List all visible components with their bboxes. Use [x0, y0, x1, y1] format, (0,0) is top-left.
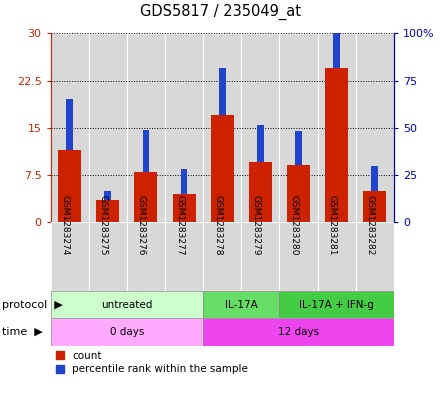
- Bar: [143, 130, 149, 172]
- Text: IL-17A + IFN-g: IL-17A + IFN-g: [299, 299, 374, 310]
- Text: GSM1283276: GSM1283276: [137, 195, 146, 256]
- Bar: [104, 191, 111, 200]
- FancyBboxPatch shape: [356, 222, 394, 291]
- Bar: [249, 162, 272, 222]
- Bar: [165, 33, 203, 222]
- Text: GSM1283279: GSM1283279: [251, 195, 260, 256]
- Bar: [127, 33, 165, 222]
- Bar: [333, 17, 340, 68]
- FancyBboxPatch shape: [279, 222, 318, 291]
- Text: GSM1283281: GSM1283281: [328, 195, 337, 256]
- FancyBboxPatch shape: [51, 222, 89, 291]
- Bar: [51, 318, 203, 346]
- Text: untreated: untreated: [101, 299, 153, 310]
- Bar: [371, 166, 378, 191]
- Bar: [172, 194, 195, 222]
- Text: GSM1283277: GSM1283277: [175, 195, 184, 256]
- Bar: [279, 291, 394, 318]
- Bar: [66, 99, 73, 150]
- Bar: [295, 132, 302, 165]
- Bar: [51, 33, 89, 222]
- Text: GSM1283275: GSM1283275: [99, 195, 108, 256]
- Text: 0 days: 0 days: [110, 327, 144, 337]
- Legend: count, percentile rank within the sample: count, percentile rank within the sample: [56, 351, 248, 374]
- FancyBboxPatch shape: [203, 222, 241, 291]
- Text: GDS5817 / 235049_at: GDS5817 / 235049_at: [139, 4, 301, 20]
- Bar: [356, 33, 394, 222]
- Bar: [51, 291, 203, 318]
- Bar: [325, 68, 348, 222]
- FancyBboxPatch shape: [89, 222, 127, 291]
- Text: IL-17A: IL-17A: [225, 299, 258, 310]
- Bar: [318, 33, 356, 222]
- Text: time  ▶: time ▶: [2, 327, 43, 337]
- Bar: [203, 33, 241, 222]
- Text: 12 days: 12 days: [278, 327, 319, 337]
- Text: protocol  ▶: protocol ▶: [2, 299, 63, 310]
- Bar: [287, 165, 310, 222]
- Bar: [89, 33, 127, 222]
- Text: GSM1283282: GSM1283282: [366, 195, 375, 256]
- Bar: [58, 150, 81, 222]
- Text: GSM1283278: GSM1283278: [213, 195, 222, 256]
- FancyBboxPatch shape: [318, 222, 356, 291]
- Bar: [203, 318, 394, 346]
- Bar: [257, 125, 264, 162]
- FancyBboxPatch shape: [241, 222, 279, 291]
- FancyBboxPatch shape: [165, 222, 203, 291]
- Bar: [135, 172, 158, 222]
- Bar: [211, 115, 234, 222]
- Bar: [96, 200, 119, 222]
- Bar: [219, 68, 226, 115]
- Bar: [181, 169, 187, 194]
- FancyBboxPatch shape: [127, 222, 165, 291]
- Bar: [279, 33, 318, 222]
- Text: GSM1283274: GSM1283274: [61, 195, 70, 256]
- Bar: [241, 33, 279, 222]
- Text: GSM1283280: GSM1283280: [290, 195, 298, 256]
- Bar: [203, 291, 279, 318]
- Bar: [363, 191, 386, 222]
